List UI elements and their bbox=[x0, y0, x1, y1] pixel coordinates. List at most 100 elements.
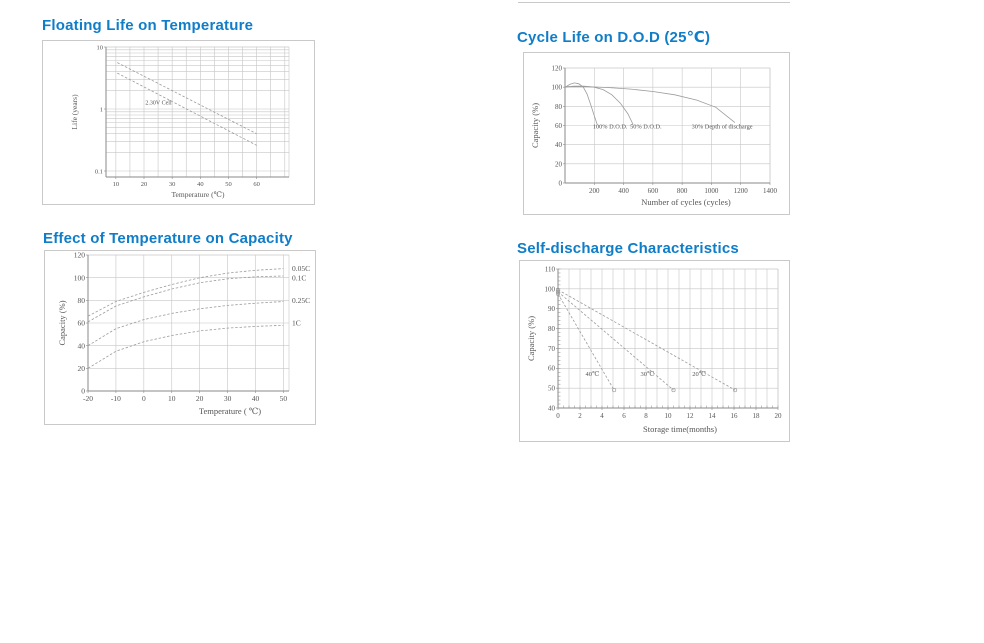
x-tick-label: 14 bbox=[709, 412, 717, 420]
x-tick-label: 400 bbox=[618, 187, 629, 195]
x-tick-label: 20 bbox=[141, 181, 148, 188]
series-rate-1C bbox=[87, 324, 284, 369]
x-tick-label: 10 bbox=[168, 394, 176, 403]
y-tick-label: 100 bbox=[552, 84, 563, 92]
cropped-card-bottom-border bbox=[518, 2, 790, 3]
x-tick-label: 1400 bbox=[763, 187, 778, 195]
series-storage-40C bbox=[557, 293, 615, 391]
y-tick-label: 80 bbox=[78, 296, 86, 305]
x-axis-title: Temperature (℃) bbox=[171, 190, 225, 199]
series-storage-30C bbox=[557, 291, 674, 391]
x-tick-label: 12 bbox=[687, 412, 695, 420]
y-axis-title: Life (years) bbox=[70, 94, 79, 130]
y-tick-label: 60 bbox=[555, 122, 563, 130]
x-tick-label: 2 bbox=[578, 412, 582, 420]
floating-life-chart: 10 20 30 40 50 60 10 1 0.1 2.30V Cell Temperature … bbox=[70, 44, 290, 199]
series-endpoint-marker bbox=[733, 388, 738, 393]
x-tick-label: 1200 bbox=[734, 187, 749, 195]
x-tick-label: 800 bbox=[677, 187, 688, 195]
x-tick-label: 0 bbox=[142, 394, 146, 403]
x-tick-label: 20 bbox=[196, 394, 204, 403]
annotation-label: 20℃ bbox=[692, 370, 706, 378]
y-tick-label: 120 bbox=[552, 64, 563, 72]
series-50-percent-dod bbox=[564, 85, 634, 125]
y-axis-title: Capacity (%) bbox=[526, 316, 536, 361]
y-tick-label: 40 bbox=[548, 404, 556, 412]
x-tick-label: 8 bbox=[644, 412, 648, 420]
x-tick-label: 200 bbox=[589, 187, 600, 195]
x-tick-label: 40 bbox=[197, 181, 204, 188]
series-float-life-upper-limit bbox=[117, 62, 257, 135]
x-tick-label: 6 bbox=[622, 412, 626, 420]
y-tick-label: 20 bbox=[555, 160, 563, 168]
chart-title-temperature-capacity: Effect of Temperature on Capacity bbox=[43, 230, 293, 247]
annotation-label: 30℃ bbox=[641, 370, 655, 378]
x-tick-label: 50 bbox=[280, 394, 288, 403]
x-tick-label: 50 bbox=[225, 181, 232, 188]
x-tick-label: -20 bbox=[83, 394, 93, 403]
chart-title-floating-life: Floating Life on Temperature bbox=[42, 17, 254, 34]
series-label: 0.05C bbox=[292, 264, 310, 273]
y-tick-label: 100 bbox=[74, 273, 86, 282]
y-tick-label: 40 bbox=[78, 341, 86, 350]
annotation-label: 40℃ bbox=[586, 370, 600, 378]
series-30-percent-dod bbox=[565, 86, 736, 123]
series-label: 1C bbox=[292, 319, 301, 328]
cycle-life-chart: 200 400 600 800 1000 1200 1400 0 20 40 60 80 100 120 1… bbox=[530, 64, 778, 207]
chart-title-self-discharge: Self-discharge Characteristics bbox=[517, 240, 739, 257]
chart-card-self-discharge: 0 2 4 6 8 10 12 14 16 18 20 40 50 60 70 80 90 100 110 40℃ 30… bbox=[519, 260, 790, 442]
annotation-label: 2.30V Cell bbox=[145, 101, 172, 107]
y-tick-label: 10 bbox=[97, 44, 104, 51]
x-tick-label: 40 bbox=[252, 394, 260, 403]
chart-card-temperature-capacity: -20 -10 0 10 20 30 40 50 0 20 40 60 80 100 120 0.05C 0.1… bbox=[44, 250, 316, 425]
y-tick-label: 120 bbox=[74, 251, 86, 260]
y-tick-label: 50 bbox=[548, 385, 556, 393]
y-tick-label: 90 bbox=[548, 305, 556, 313]
series-label: 0.25C bbox=[292, 296, 310, 305]
chart-card-cycle-life: 200 400 600 800 1000 1200 1400 0 20 40 60 80 100 120 1… bbox=[523, 52, 790, 215]
y-tick-label: 0 bbox=[559, 179, 563, 187]
y-axis-title: Capacity (%) bbox=[57, 300, 67, 345]
series-endpoint-marker bbox=[555, 287, 561, 292]
series-rate-0.1C bbox=[87, 275, 284, 323]
x-tick-label: -10 bbox=[111, 394, 121, 403]
series-rate-0.05C bbox=[87, 268, 284, 317]
chart-card-floating-life: 10 20 30 40 50 60 10 1 0.1 2.30V Cell Temperature … bbox=[42, 40, 315, 205]
x-axis-title: Storage time(months) bbox=[643, 424, 717, 434]
x-tick-label: 60 bbox=[253, 181, 260, 188]
y-tick-label: 70 bbox=[548, 345, 556, 353]
y-tick-label: 100 bbox=[545, 285, 556, 293]
x-tick-label: 30 bbox=[224, 394, 232, 403]
annotation-label: 100% D.O.D. bbox=[593, 123, 628, 130]
y-tick-label: 80 bbox=[555, 103, 563, 111]
series-float-life-lower-limit bbox=[117, 72, 257, 146]
x-tick-label: 10 bbox=[113, 181, 120, 188]
series-100-percent-dod bbox=[564, 82, 598, 125]
series-rate-0.25C bbox=[87, 301, 284, 347]
x-tick-label: 10 bbox=[665, 412, 673, 420]
x-tick-label: 4 bbox=[600, 412, 604, 420]
x-axis-title: Number of cycles (cycles) bbox=[641, 197, 731, 207]
y-tick-label: 1 bbox=[100, 106, 103, 113]
x-tick-label: 18 bbox=[753, 412, 761, 420]
y-tick-label: 0 bbox=[81, 387, 85, 396]
x-tick-label: 16 bbox=[731, 412, 739, 420]
y-tick-label: 110 bbox=[545, 265, 556, 273]
y-tick-label: 60 bbox=[78, 319, 86, 328]
x-tick-label: 30 bbox=[169, 181, 176, 188]
y-tick-label: 60 bbox=[548, 365, 556, 373]
y-tick-label: 40 bbox=[555, 141, 563, 149]
x-tick-label: 600 bbox=[648, 187, 659, 195]
series-endpoint-marker bbox=[612, 388, 617, 393]
chart-title-cycle-life: Cycle Life on D.O.D (25℃) bbox=[517, 29, 711, 46]
self-discharge-chart: 0 2 4 6 8 10 12 14 16 18 20 40 50 60 70 80 90 100 110 40℃ 30… bbox=[526, 265, 783, 434]
series-label: 0.1C bbox=[292, 273, 306, 282]
y-tick-label: 20 bbox=[78, 364, 86, 373]
series-endpoint-marker bbox=[671, 388, 676, 393]
y-tick-label: 0.1 bbox=[95, 168, 103, 175]
series-storage-20C bbox=[557, 289, 736, 391]
annotation-label: 50% D.O.D. bbox=[630, 123, 662, 130]
x-axis-title: Temperature ( ℃) bbox=[199, 406, 261, 416]
x-tick-label: 20 bbox=[775, 412, 783, 420]
